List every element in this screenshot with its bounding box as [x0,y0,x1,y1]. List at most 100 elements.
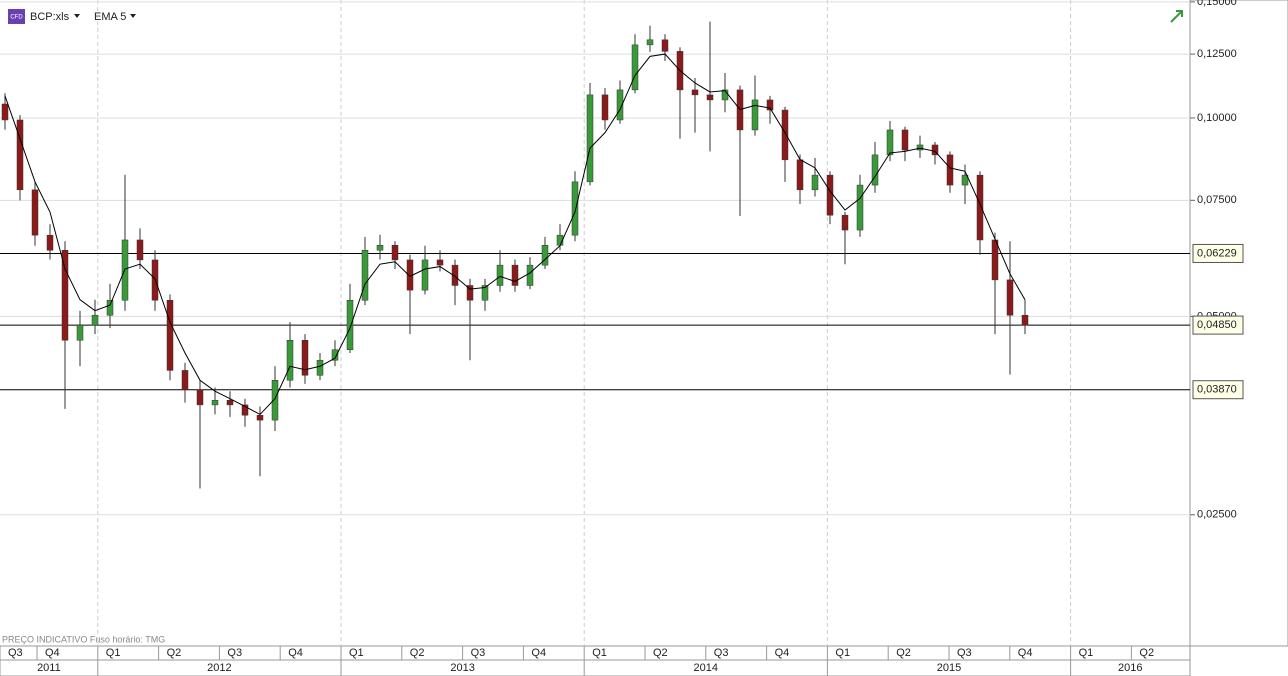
ema-line [4,53,1026,416]
year-label: 2011 [37,662,61,674]
candle-body [451,264,459,286]
candle-body [256,414,264,421]
quarter-label: Q2 [167,647,182,659]
candle-body [421,259,429,291]
cfd-icon[interactable] [8,9,25,24]
quarter-label: Q1 [1079,647,1094,659]
quarter-label: Q2 [1139,647,1154,659]
candle-body [166,299,174,371]
quarter-label: Q2 [410,647,425,659]
candle-body [871,154,879,186]
footer: PREÇO INDICATIVO Fuso horário: TMG [2,634,165,644]
quarter-label: Q4 [531,647,546,659]
candle-body [196,389,204,406]
candle-body [31,189,39,236]
cfd-icon-text: CFD [10,15,23,21]
candle-body [781,109,789,161]
price-label: 0,06229 [1197,247,1237,259]
quarter-label: Q3 [8,647,23,659]
y-tick-label: 0,07500 [1197,194,1237,206]
candle-body [361,249,369,301]
quarter-label: Q3 [471,647,486,659]
candle-body [91,314,99,326]
candle-body [436,259,444,266]
candle-body [526,264,534,286]
candle-body [916,144,924,151]
candle-body [106,299,114,316]
y-tick-label: 0,12500 [1197,48,1237,60]
candle-body [1021,314,1029,326]
candle-body [826,174,834,216]
candle-body [241,404,249,416]
candle-body [466,285,474,301]
candle-body [481,285,489,301]
candle-body [811,174,819,191]
trend-icon[interactable] [1170,10,1183,23]
candle-body [511,264,519,286]
candle-body [211,400,219,406]
candle-body [496,264,504,286]
candle-body [76,324,84,341]
candle-body [376,245,384,251]
candle-body [586,94,594,183]
quarter-label: Q3 [227,647,242,659]
candle-body [976,174,984,241]
quarter-label: Q2 [896,647,911,659]
candle-body [16,119,24,191]
price-label: 0,03870 [1197,384,1237,396]
candle-body [226,400,234,406]
quarter-label: Q4 [775,647,790,659]
y-tick-label: 0,15000 [1197,0,1237,8]
price-label-box [1192,315,1244,335]
quarter-label: Q4 [288,647,303,659]
candle-body [181,370,189,390]
candle-body [316,359,324,376]
candle-body [841,214,849,231]
year-label: 2016 [1118,662,1142,674]
quarter-label: Q1 [349,647,364,659]
candle-body [991,239,999,281]
candle-body [751,99,759,131]
candle-body [766,99,774,111]
candle-body [931,144,939,156]
candle-body [616,89,624,121]
candle-body [856,184,864,231]
year-label: 2014 [694,662,718,674]
quarter-label: Q3 [714,647,729,659]
year-label: 2012 [207,662,231,674]
candle-body [136,239,144,261]
candle-body [271,380,279,421]
candle-body [706,94,714,101]
candle-body [631,44,639,91]
candle-body [946,154,954,186]
y-tick-label: 0,10000 [1197,112,1237,124]
time-axis [0,645,1191,676]
quarter-label: Q4 [1018,647,1033,659]
y-tick-label: 0,02500 [1197,509,1237,521]
quarter-label: Q4 [45,647,60,659]
indicator[interactable]: EMA 5 [94,11,126,23]
candle-body [286,339,294,381]
candle-body [886,129,894,156]
symbol[interactable]: BCP:xls [30,11,70,23]
dropdown-arrow[interactable] [130,14,136,18]
candle-body [331,349,339,361]
price-label-box [1192,380,1244,400]
year-label: 2015 [937,662,961,674]
candle-body [571,181,579,236]
quarter-label: Q2 [653,647,668,659]
quarter-label: Q1 [835,647,850,659]
candle-body [961,174,969,186]
candle-body [61,249,69,341]
dropdown-arrow[interactable] [74,14,80,18]
candle-body [1,103,9,121]
year-label: 2013 [450,662,474,674]
candle-body [301,339,309,376]
candle-body [691,89,699,96]
candle-body [346,299,354,350]
candle-body [1006,279,1014,316]
quarter-label: Q1 [106,647,121,659]
candle-body [661,39,669,52]
